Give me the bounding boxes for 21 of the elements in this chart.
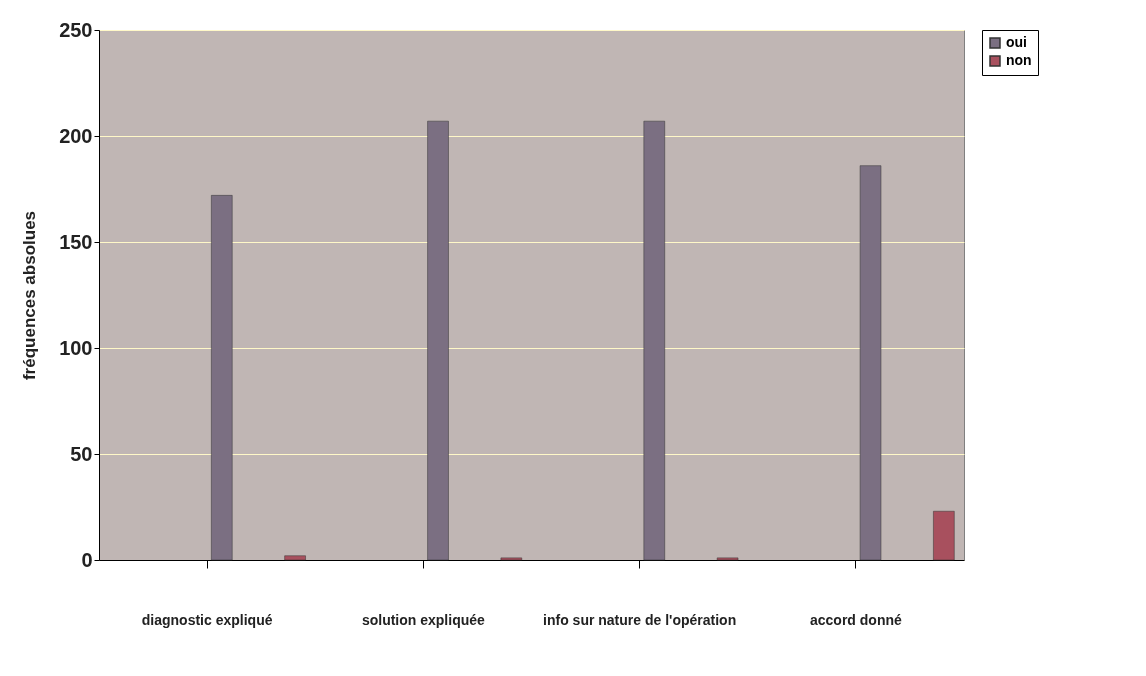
bar — [933, 510, 955, 561]
x-tick-label: accord donné — [809, 611, 902, 628]
bar — [211, 195, 233, 561]
x-tick-label: diagnostic expliqué — [141, 611, 273, 628]
x-tick-label: solution expliquée — [361, 611, 486, 628]
bar — [284, 555, 306, 561]
y-tick-label: 250 — [59, 18, 93, 41]
bar — [643, 120, 665, 561]
legend-label: non — [1006, 52, 1032, 68]
y-tick-label: 150 — [59, 230, 93, 253]
bar — [427, 120, 449, 561]
y-tick-label: 0 — [81, 548, 93, 571]
bar — [859, 165, 882, 561]
bar — [500, 557, 523, 561]
x-tick-label: info sur nature de l'opération — [543, 611, 737, 628]
y-tick-label: 100 — [59, 336, 93, 359]
y-axis-title: fréquences absolues — [20, 210, 40, 381]
y-tick-label: 200 — [59, 124, 93, 147]
legend-label: oui — [1006, 34, 1027, 50]
bar — [716, 557, 739, 561]
y-tick-label: 50 — [70, 442, 93, 465]
